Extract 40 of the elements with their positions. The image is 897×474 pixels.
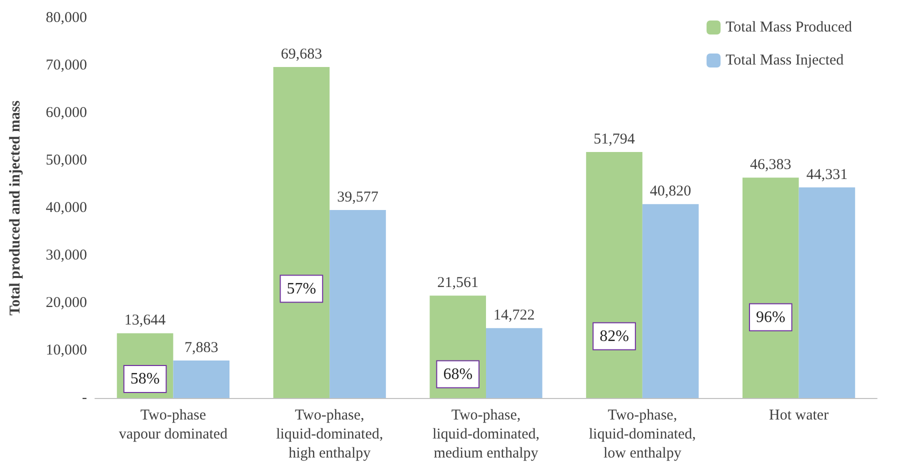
data-label: 69,683 [280, 46, 322, 63]
x-tick-label: Hot water [769, 408, 829, 424]
y-tick-label: 10,000 [46, 342, 87, 358]
annotation: 82% [600, 328, 629, 345]
bar [330, 210, 386, 398]
bar [486, 328, 542, 398]
data-label: 39,577 [337, 190, 379, 206]
y-tick-label: 50,000 [46, 152, 87, 168]
y-tick-label: - [82, 390, 87, 406]
bar [173, 360, 230, 398]
annotation: 57% [286, 280, 316, 298]
y-axis-title: Total produced and injected mass [8, 100, 24, 316]
bar [273, 67, 330, 398]
data-label: 14,722 [494, 308, 535, 324]
data-label: 51,794 [594, 131, 636, 148]
y-tick-label: 80,000 [46, 10, 87, 26]
data-label: 13,644 [124, 312, 166, 329]
y-tick-label: 30,000 [46, 248, 87, 264]
annotation: 58% [130, 370, 160, 388]
legend-label: Total Mass Produced [726, 20, 852, 36]
y-tick-label: 60,000 [46, 105, 87, 121]
data-label: 46,383 [750, 157, 792, 174]
y-tick-label: 40,000 [46, 200, 87, 216]
data-label: 21,561 [437, 275, 478, 292]
y-tick-label: 20,000 [46, 295, 87, 311]
bar [798, 187, 856, 398]
x-tick-label: Two-phase, liquid-dominated, high enthalpy [276, 408, 384, 462]
x-tick-label: Two-phase, liquid-dominated, low enthalpy [588, 408, 696, 462]
annotation: 96% [756, 308, 786, 326]
data-label: 7,883 [184, 340, 218, 356]
data-label: 44,331 [806, 166, 848, 183]
bar [642, 204, 699, 398]
annotation: 68% [443, 366, 473, 383]
y-tick-label: 70,000 [46, 58, 87, 74]
data-label: 40,820 [650, 184, 692, 200]
x-tick-label: Two-phase vapour dominated [118, 408, 228, 442]
bar [586, 152, 642, 398]
legend-label: Total Mass Injected [726, 52, 844, 68]
x-tick-label: Two-phase, liquid-dominated, medium enthalpy [432, 408, 540, 462]
bar [742, 178, 799, 398]
